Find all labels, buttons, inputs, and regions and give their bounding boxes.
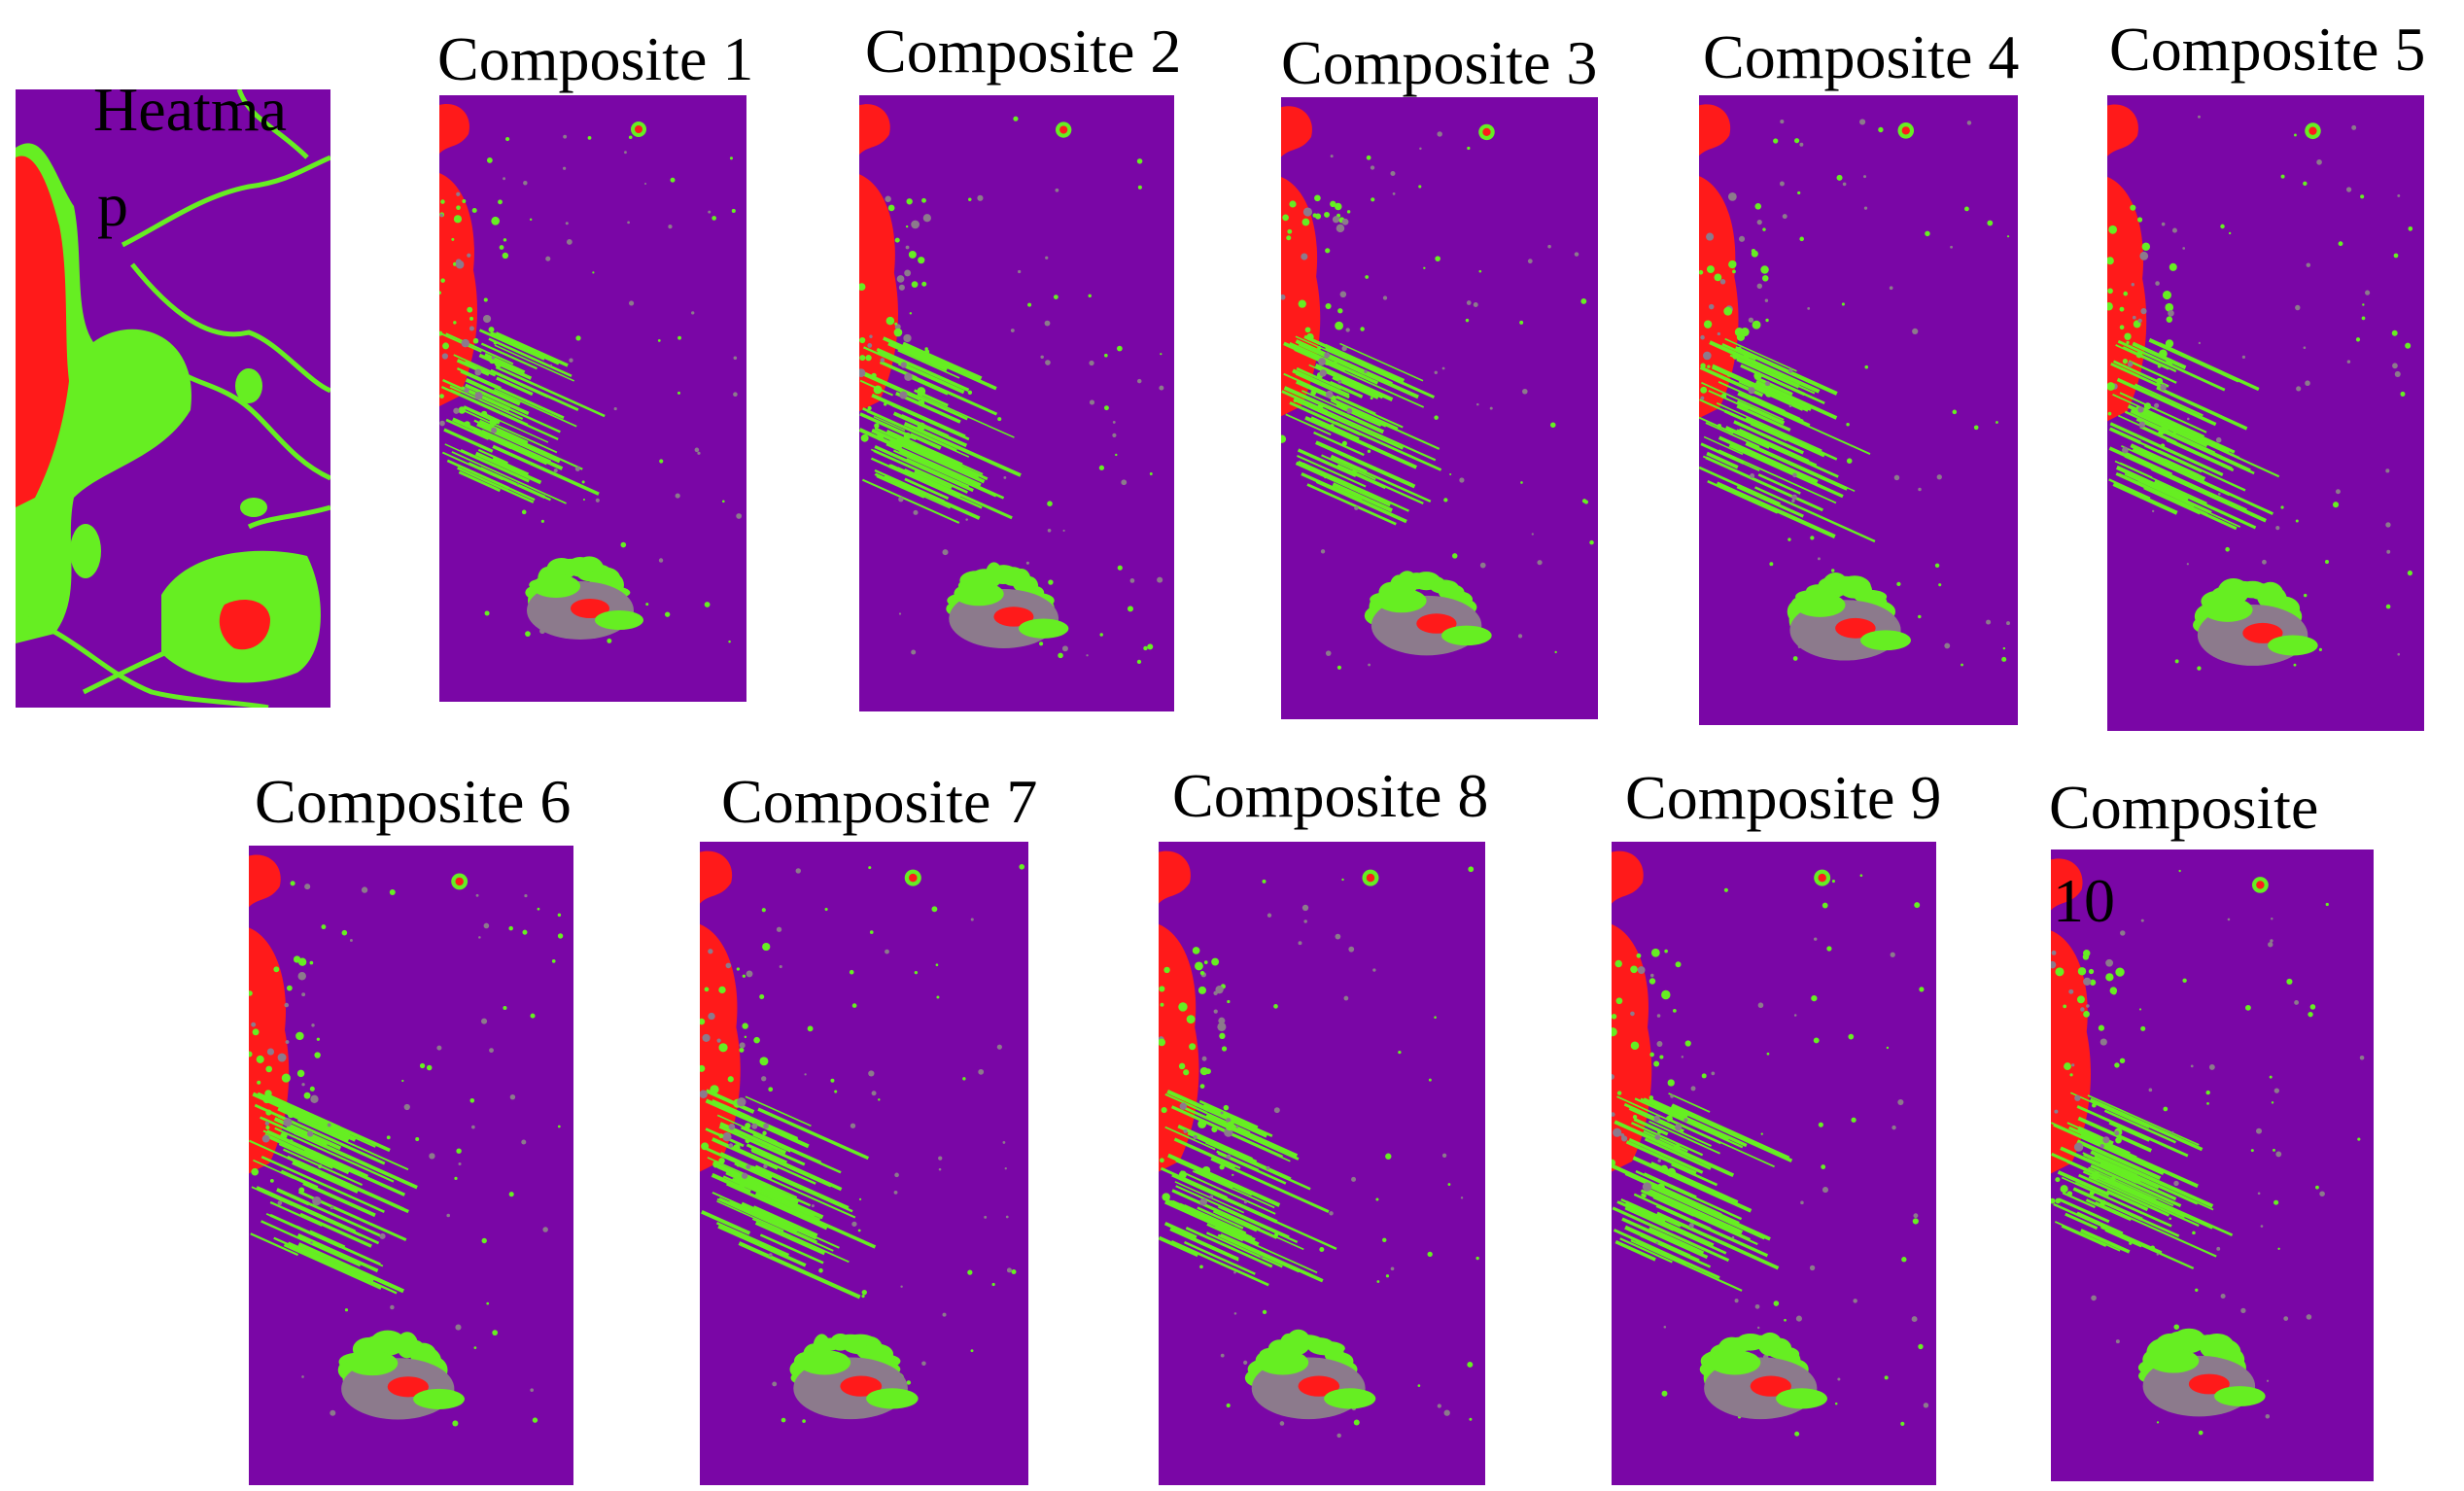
composite-5-map [2107,95,2424,731]
composite-8-label: Composite 8 [1172,761,1489,830]
heatmap-label: Heatma [62,19,287,141]
composite-8-map [1159,842,1485,1485]
composite-1-label: Composite 1 [437,24,754,93]
composite-10-label: Composite [2049,773,2319,842]
composite-6-map [249,846,573,1485]
composite-7-map [700,842,1028,1485]
composite-2-map [859,95,1174,711]
composite-3-map [1281,97,1598,719]
composite-7-label: Composite 7 [721,767,1038,836]
heatmap-label-line1: Heatma [93,75,287,144]
composite-9-label: Composite 9 [1625,763,1942,832]
composite-10-map [2051,850,2374,1481]
composite-2-label: Composite 2 [865,17,1182,86]
composite-5-label: Composite 5 [2109,15,2426,84]
composite-3-label: Composite 3 [1281,28,1598,97]
composite-4-map [1699,95,2018,725]
composite-10-label-line2: 10 [2053,866,2115,935]
heatmap-label-line2: p [66,115,128,236]
heatmap-label-text2: p [97,170,128,239]
composite-1-map [439,95,746,702]
heatmap-map [16,89,330,708]
composite-9-map [1612,842,1936,1485]
composite-6-label: Composite 6 [255,767,572,836]
composite-4-label: Composite 4 [1703,22,2020,91]
